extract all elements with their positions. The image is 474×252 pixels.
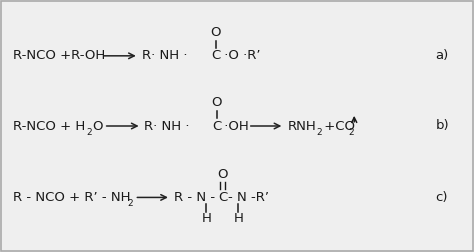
Text: R - NCO + R’ - NH: R - NCO + R’ - NH bbox=[12, 191, 130, 204]
Text: C: C bbox=[211, 49, 220, 62]
Text: R - N -: R - N - bbox=[173, 191, 215, 204]
Text: R-NCO +R-OH: R-NCO +R-OH bbox=[12, 49, 105, 62]
Text: R-NCO + H: R-NCO + H bbox=[12, 119, 85, 133]
Text: 2: 2 bbox=[87, 128, 92, 137]
Text: c): c) bbox=[436, 191, 448, 204]
Text: O: O bbox=[210, 26, 221, 39]
Text: C: C bbox=[218, 191, 228, 204]
Text: C: C bbox=[212, 119, 221, 133]
Text: H: H bbox=[234, 212, 243, 225]
Text: 2: 2 bbox=[317, 128, 322, 137]
Text: 2: 2 bbox=[128, 199, 133, 208]
Text: O: O bbox=[211, 96, 222, 109]
Text: - N -R’: - N -R’ bbox=[228, 191, 270, 204]
Text: +CO: +CO bbox=[320, 119, 355, 133]
Text: ·O ·R’: ·O ·R’ bbox=[219, 49, 260, 62]
Text: R· NH ·: R· NH · bbox=[145, 119, 190, 133]
Text: RNH: RNH bbox=[288, 119, 316, 133]
Text: 2: 2 bbox=[348, 128, 354, 137]
Text: R· NH ·: R· NH · bbox=[142, 49, 187, 62]
Text: O: O bbox=[218, 168, 228, 181]
Text: H: H bbox=[201, 212, 211, 225]
Text: ·OH: ·OH bbox=[220, 119, 249, 133]
Text: a): a) bbox=[436, 49, 449, 62]
Text: O: O bbox=[92, 119, 102, 133]
Text: b): b) bbox=[436, 119, 449, 133]
